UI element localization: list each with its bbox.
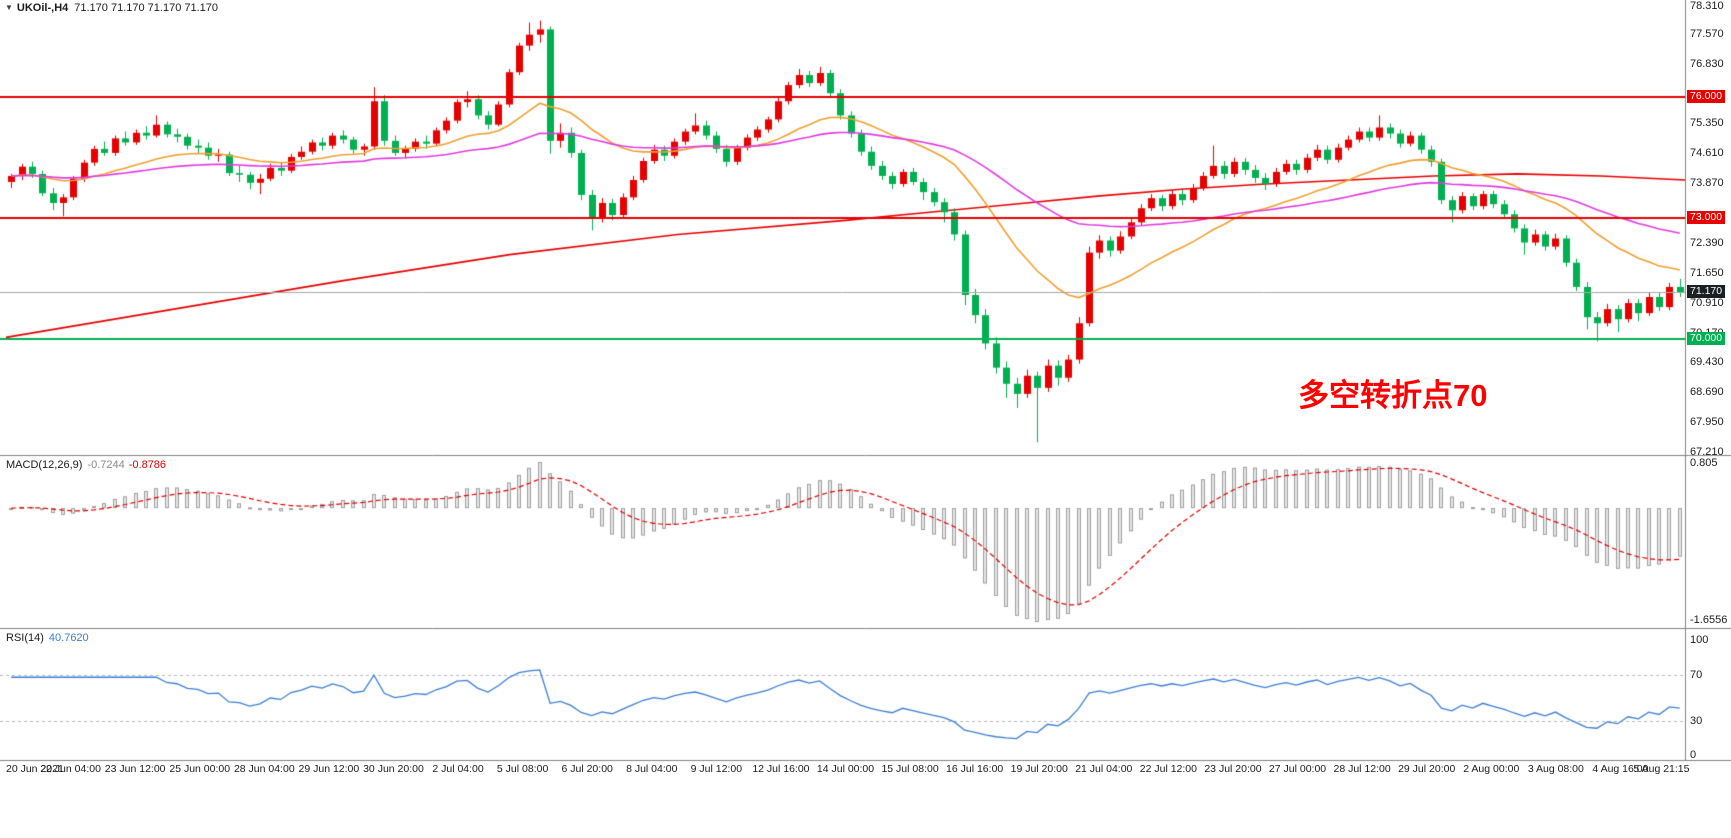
macd-name: MACD(12,26,9) (6, 459, 83, 471)
price-tick: 76.830 (1690, 57, 1724, 70)
rsi-name: RSI(14) (6, 632, 44, 644)
annotation-text: 多空转折点70 (1298, 378, 1488, 413)
rsi-scale-label: 0 (1690, 749, 1697, 761)
time-label: 28 Jul 12:00 (1333, 763, 1391, 775)
time-label: 15 Jul 08:00 (881, 763, 939, 775)
price-tick: 78.310 (1690, 0, 1724, 12)
time-label: 28 Jun 04:00 (233, 763, 295, 775)
price-axis: 78.310 77.570 76.830 75.350 74.610 73.870 72.3… (1687, 0, 1731, 780)
time-label: 3 Aug 08:00 (1527, 763, 1584, 775)
time-axis: 20 Jun 2021 22 Jun 04:00 23 Jun 12:00 25 Ju… (0, 763, 1731, 779)
time-label: 23 Jul 20:00 (1204, 763, 1262, 775)
price-tick: 68.690 (1690, 386, 1724, 399)
chart-menu-icon[interactable]: ▼ (5, 3, 13, 12)
rsi-value: 40.7620 (48, 632, 89, 644)
time-label: 12 Jul 16:00 (752, 763, 810, 775)
time-label: 23 Jun 12:00 (104, 763, 166, 775)
price-tick: 67.950 (1690, 416, 1724, 429)
ohlc-values: 71.170 71.170 71.170 71.170 (74, 2, 219, 14)
time-label: 29 Jul 20:00 (1398, 763, 1456, 775)
price-level-badge[interactable]: 76.000 (1687, 90, 1726, 104)
time-label: 2 Jul 04:00 (432, 763, 484, 775)
price-tick: 77.570 (1690, 27, 1724, 40)
time-label: 22 Jul 12:00 (1139, 763, 1197, 775)
rsi-indicator-label: RSI(14) 40.7620 (6, 632, 89, 644)
price-level-badge[interactable]: 71.170 (1687, 285, 1726, 299)
time-label: 20 Jun 2021 (6, 763, 64, 775)
time-label: 16 Jul 16:00 (946, 763, 1004, 775)
price-tick: 73.870 (1690, 177, 1724, 190)
time-label: 21 Jul 04:00 (1075, 763, 1133, 775)
time-label: 19 Jul 20:00 (1010, 763, 1068, 775)
time-label: 14 Jul 00:00 (816, 763, 875, 775)
macd-scale-label: -1.6556 (1690, 614, 1728, 626)
price-tick: 71.650 (1690, 266, 1724, 279)
time-label: 8 Jul 04:00 (626, 763, 678, 775)
rsi-scale-label: 30 (1690, 714, 1703, 727)
macd-indicator-label: MACD(12,26,9) -0.7244 -0.8786 (6, 459, 166, 471)
time-label: 4 Aug 16:00 (1592, 763, 1649, 775)
time-label: 25 Jun 00:00 (169, 763, 231, 775)
rsi-scale-label: 100 (1690, 634, 1709, 646)
time-label: 5 Aug 21:15 (1633, 763, 1690, 775)
time-label: 6 Jul 20:00 (561, 763, 613, 775)
price-level-badge[interactable]: 70.000 (1687, 332, 1726, 346)
time-label: 30 Jun 20:00 (363, 763, 424, 775)
price-tick: 75.350 (1690, 117, 1724, 130)
time-label: 27 Jul 00:00 (1268, 763, 1327, 775)
price-tick: 67.210 (1690, 446, 1724, 458)
macd-main-value: -0.7244 (87, 459, 125, 471)
rsi-scale-label: 70 (1690, 668, 1703, 681)
price-tick: 69.430 (1690, 356, 1724, 369)
time-label: 29 Jun 12:00 (298, 763, 360, 775)
price-level-badge[interactable]: 73.000 (1687, 211, 1726, 225)
time-label: 5 Jul 08:00 (496, 763, 549, 775)
time-label: 2 Aug 00:00 (1463, 763, 1520, 775)
price-tick: 74.610 (1690, 147, 1724, 160)
time-label: 9 Jul 12:00 (690, 763, 743, 775)
time-label: 22 Jun 04:00 (40, 763, 101, 775)
chart-header: ▼ UKOil-,H4 71.170 71.170 71.170 71.170 (5, 2, 218, 14)
price-tick: 70.910 (1690, 296, 1724, 309)
macd-scale-label: 0.805 (1690, 457, 1718, 469)
price-tick: 72.390 (1690, 236, 1724, 249)
macd-signal-value: -0.8786 (128, 459, 167, 471)
symbol-timeframe-label: UKOil-,H4 (16, 2, 69, 14)
